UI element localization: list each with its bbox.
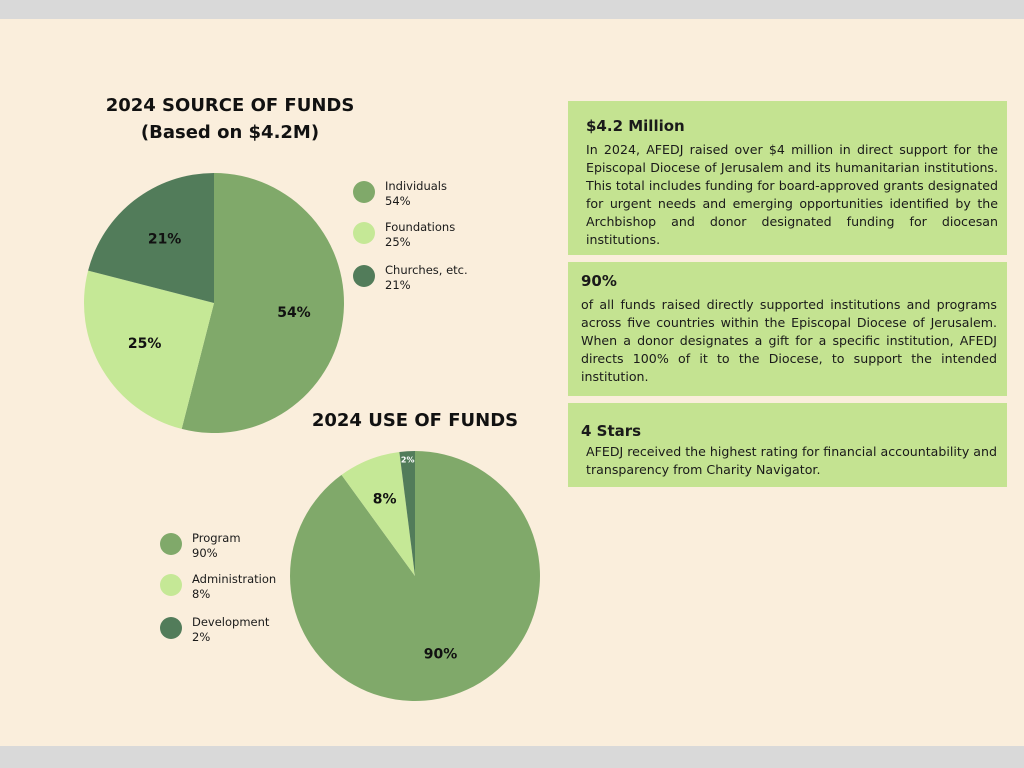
legend-value-administration: 8% xyxy=(192,587,211,601)
source-chart-title: 2024 SOURCE OF FUNDS (Based on $4.2M) xyxy=(80,92,380,146)
source-chart-subtitle: (Based on $4.2M) xyxy=(140,122,320,143)
use-pie-chart: 90% 8% 2% xyxy=(290,451,540,701)
legend-item-administration: Administration 8% xyxy=(160,572,300,610)
stat-card-body: In 2024, AFEDJ raised over $4 million in… xyxy=(586,142,998,247)
top-band xyxy=(0,0,1024,19)
stat-card-percent-support: 90% of all funds raised directly support… xyxy=(568,262,1007,396)
stat-card-heading: 4 Stars xyxy=(581,422,642,440)
legend-item-program: Program 90% xyxy=(160,531,300,569)
source-data-label: 25% xyxy=(128,336,162,352)
legend-swatch-foundations xyxy=(353,222,375,244)
legend-label-individuals: Individuals xyxy=(385,179,447,193)
use-data-label: 2% xyxy=(401,455,415,464)
legend-value-development: 2% xyxy=(192,630,211,644)
use-data-label: 90% xyxy=(424,646,458,662)
legend-swatch-individuals xyxy=(353,181,375,203)
stat-card-total-raised: $4.2 Million In 2024, AFEDJ raised over … xyxy=(568,101,1007,255)
legend-label-administration: Administration xyxy=(192,572,277,586)
stat-card-body: of all funds raised directly supported i… xyxy=(581,297,997,384)
legend-value-program: 90% xyxy=(192,546,218,560)
source-chart-title-text: 2024 SOURCE OF FUNDS xyxy=(105,95,355,116)
legend-value-churches: 21% xyxy=(385,278,411,292)
legend-item-churches: Churches, etc. 21% xyxy=(353,263,493,301)
legend-label-program: Program xyxy=(192,531,241,545)
source-slice-individuals xyxy=(181,173,344,433)
use-chart-title: 2024 USE OF FUNDS xyxy=(311,410,519,431)
use-slice-development xyxy=(399,451,415,576)
source-data-label: 21% xyxy=(148,231,182,247)
legend-item-development: Development 2% xyxy=(160,615,300,653)
legend-value-foundations: 25% xyxy=(385,235,411,249)
source-slice-foundations xyxy=(84,270,214,429)
legend-item-foundations: Foundations 25% xyxy=(353,220,493,258)
stat-card-heading: $4.2 Million xyxy=(586,117,685,135)
legend-swatch-development xyxy=(160,617,182,639)
legend-swatch-churches xyxy=(353,265,375,287)
stat-card-body: AFEDJ received the highest rating for fi… xyxy=(586,444,997,477)
legend-label-churches: Churches, etc. xyxy=(385,263,468,277)
legend-item-individuals: Individuals 54% xyxy=(353,179,493,217)
stat-card-heading: 90% xyxy=(581,272,617,290)
legend-label-development: Development xyxy=(192,615,270,629)
legend-label-foundations: Foundations xyxy=(385,220,456,234)
stat-card-rating: 4 Stars AFEDJ received the highest ratin… xyxy=(568,403,1007,487)
legend-swatch-administration xyxy=(160,574,182,596)
source-slice-churches-etc xyxy=(88,173,214,303)
source-data-label: 54% xyxy=(277,305,311,321)
source-pie-chart: 54% 25% 21% xyxy=(84,173,344,433)
legend-value-individuals: 54% xyxy=(385,194,411,208)
use-slice-administration xyxy=(341,451,415,576)
bottom-band xyxy=(0,746,1024,768)
use-data-label: 8% xyxy=(373,491,397,507)
legend-swatch-program xyxy=(160,533,182,555)
